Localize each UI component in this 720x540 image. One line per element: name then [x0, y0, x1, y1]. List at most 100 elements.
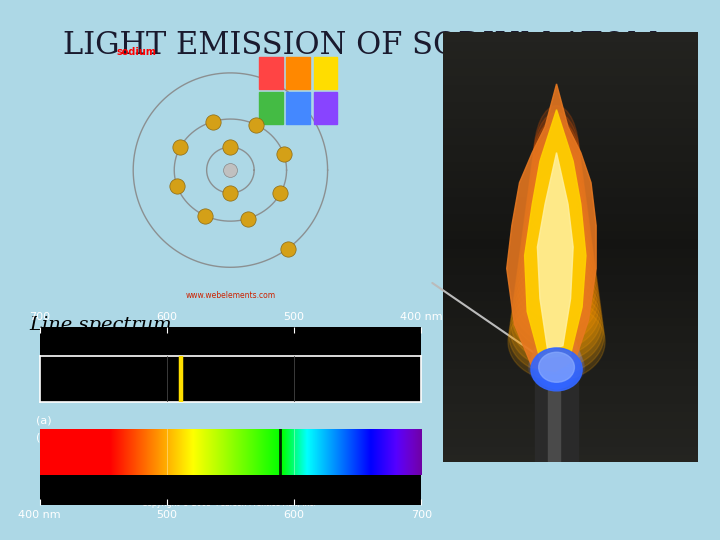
Bar — [443, 273, 698, 281]
Ellipse shape — [531, 339, 582, 389]
Ellipse shape — [529, 342, 584, 389]
Ellipse shape — [530, 133, 583, 228]
Ellipse shape — [540, 308, 573, 389]
Bar — [443, 187, 698, 195]
Bar — [313, 92, 337, 124]
Text: Line spectrum: Line spectrum — [29, 316, 171, 334]
Ellipse shape — [513, 269, 600, 350]
Ellipse shape — [536, 318, 577, 389]
Bar — [287, 57, 310, 89]
Bar — [443, 230, 698, 239]
Bar — [443, 101, 698, 110]
Ellipse shape — [531, 126, 582, 222]
Polygon shape — [507, 84, 596, 372]
Text: sodium: sodium — [117, 48, 157, 57]
Bar — [259, 92, 283, 124]
Bar — [443, 195, 698, 204]
Ellipse shape — [541, 305, 572, 389]
Bar — [443, 376, 698, 384]
Bar — [443, 359, 698, 367]
Ellipse shape — [508, 303, 605, 380]
Bar — [443, 67, 698, 75]
Bar — [443, 118, 698, 127]
Bar — [443, 161, 698, 170]
Bar — [443, 239, 698, 247]
Ellipse shape — [517, 235, 596, 319]
Bar — [443, 178, 698, 187]
Ellipse shape — [521, 201, 592, 289]
Ellipse shape — [536, 322, 577, 389]
Bar — [287, 92, 310, 124]
Ellipse shape — [531, 348, 582, 391]
Bar — [443, 136, 698, 144]
Bar — [443, 350, 698, 359]
Ellipse shape — [534, 106, 580, 204]
Ellipse shape — [538, 315, 575, 389]
Bar — [443, 84, 698, 92]
Ellipse shape — [531, 335, 582, 389]
Ellipse shape — [533, 112, 580, 210]
Bar — [443, 281, 698, 290]
Ellipse shape — [533, 332, 580, 389]
Ellipse shape — [521, 208, 593, 295]
Bar — [443, 325, 698, 333]
Bar — [443, 75, 698, 84]
Ellipse shape — [526, 160, 586, 252]
Bar — [443, 367, 698, 376]
Bar — [443, 204, 698, 213]
Bar — [443, 264, 698, 273]
Bar — [443, 50, 698, 58]
Ellipse shape — [539, 352, 575, 382]
Ellipse shape — [509, 296, 604, 374]
Ellipse shape — [534, 329, 580, 389]
Polygon shape — [537, 153, 573, 350]
Bar — [443, 427, 698, 436]
Bar — [443, 299, 698, 307]
Bar — [443, 436, 698, 444]
Ellipse shape — [514, 255, 599, 338]
Bar — [443, 307, 698, 316]
Bar — [443, 41, 698, 50]
Ellipse shape — [520, 214, 593, 301]
Bar — [443, 444, 698, 453]
Ellipse shape — [526, 167, 588, 259]
Ellipse shape — [523, 187, 590, 276]
Bar — [259, 57, 283, 89]
Ellipse shape — [541, 301, 572, 389]
Bar — [443, 213, 698, 221]
Polygon shape — [525, 110, 586, 359]
Bar — [443, 153, 698, 161]
Bar — [443, 393, 698, 402]
Ellipse shape — [528, 153, 585, 246]
Bar — [443, 290, 698, 299]
Bar — [443, 247, 698, 255]
Bar — [443, 170, 698, 178]
Ellipse shape — [532, 119, 581, 216]
Bar — [443, 144, 698, 153]
Ellipse shape — [528, 346, 585, 389]
Bar — [313, 57, 337, 89]
Bar — [443, 32, 698, 41]
Bar — [443, 419, 698, 427]
Bar — [443, 384, 698, 393]
Ellipse shape — [529, 140, 584, 234]
Bar — [443, 410, 698, 419]
Ellipse shape — [513, 262, 600, 343]
Bar — [443, 110, 698, 118]
Bar — [535, 367, 578, 462]
Bar — [443, 453, 698, 462]
Text: www.webelements.com: www.webelements.com — [185, 291, 276, 300]
Bar — [443, 58, 698, 67]
Bar — [443, 402, 698, 410]
Bar — [443, 333, 698, 341]
Ellipse shape — [515, 248, 598, 332]
Ellipse shape — [528, 146, 585, 240]
Ellipse shape — [534, 325, 579, 389]
Ellipse shape — [539, 312, 575, 389]
Bar — [443, 316, 698, 325]
Bar — [443, 255, 698, 264]
Bar — [548, 367, 560, 462]
Ellipse shape — [518, 228, 595, 313]
Ellipse shape — [511, 275, 601, 356]
Bar — [443, 92, 698, 101]
